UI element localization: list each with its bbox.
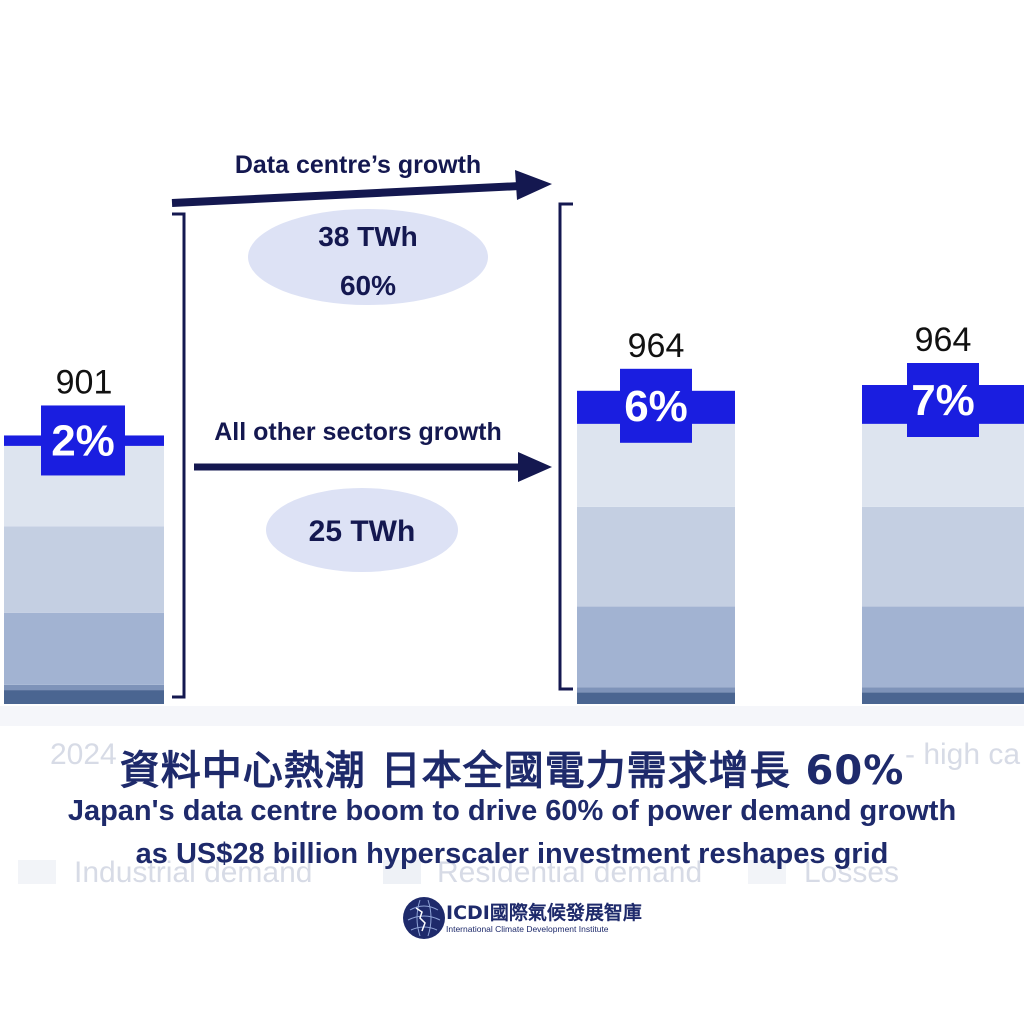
ellipse-other-sectors	[266, 488, 458, 572]
value-other-sectors-twh: 25 TWh	[309, 515, 416, 548]
bars-layer: 2% 901 6% 964 7% 964	[0, 321, 1024, 726]
label-datacentre-growth: Data centre’s growth	[235, 151, 481, 179]
bar-segment-0-3	[4, 526, 164, 613]
bar-segment-0-0	[4, 690, 164, 704]
annotations-layer: Data centre’s growth 38 TWh 60% All other s…	[171, 151, 573, 699]
bar-segment-2-0	[862, 692, 1024, 704]
plot-floor	[0, 706, 1024, 726]
legend-label-residential: Residential demand	[437, 856, 703, 889]
share-label-0: 2%	[51, 416, 115, 465]
arrow-datacentre-growth	[171, 182, 521, 207]
logo-subtitle: International Climate Development Instit…	[446, 924, 609, 934]
bracket-right	[558, 202, 573, 691]
headline-chinese: 資料中心熱潮 日本全國電力需求增長 60%	[119, 748, 905, 794]
stacked-bar-chart: 2% 901 6% 964 7% 964 Data centre’s growth 38 T…	[0, 151, 1024, 726]
headline-english-line1: Japan's data centre boom to drive 60% of…	[67, 795, 957, 827]
bar-segment-2-2	[862, 606, 1024, 688]
legend-swatch-residential	[383, 860, 421, 884]
icdi-logo: ICDI國際氣候發展智庫 International Climate Devel…	[402, 890, 642, 950]
bar-segment-1-1	[577, 687, 735, 693]
share-label-1: 6%	[624, 382, 688, 431]
headline-english-line2: as US$28 billion hyperscaler investment …	[135, 838, 889, 870]
bar-segment-0-1	[4, 684, 164, 691]
share-badge-1	[620, 368, 692, 443]
value-datacentre-twh: 38 TWh	[318, 221, 418, 252]
bar-segment-1-0	[577, 692, 735, 704]
bracket-left	[172, 212, 186, 699]
x-tick-label-2024: 2024	[50, 738, 117, 771]
share-badge-2	[907, 363, 979, 437]
logo-name: ICDI國際氣候發展智庫	[446, 902, 642, 924]
bar-segment-1-2	[577, 606, 735, 688]
bar-segment-2-4	[862, 423, 1024, 507]
arrow-head-datacentre	[515, 170, 552, 200]
share-label-2: 7%	[911, 376, 975, 425]
bar-segment-2-3	[862, 506, 1024, 607]
globe-icon	[403, 897, 445, 939]
total-label-2: 964	[915, 321, 972, 359]
arrow-head-other	[518, 452, 552, 482]
bar-segment-2-1	[862, 687, 1024, 693]
total-label-1: 964	[628, 327, 685, 365]
ellipse-datacentre	[248, 209, 488, 305]
legend-label-losses: Losses	[804, 856, 900, 889]
bar-segment-0-2	[4, 612, 164, 685]
value-datacentre-share: 60%	[340, 270, 396, 301]
bar-segment-1-3	[577, 506, 735, 607]
label-other-sectors-growth: All other sectors growth	[214, 418, 502, 446]
x-tick-label-high-case: - high ca	[905, 738, 1021, 771]
share-badge-0	[41, 405, 125, 476]
legend-swatch-industrial	[18, 860, 56, 884]
legend-swatch-losses	[748, 860, 786, 884]
legend-label-industrial: Industrial demand	[74, 856, 313, 889]
total-label-0: 901	[56, 363, 113, 401]
